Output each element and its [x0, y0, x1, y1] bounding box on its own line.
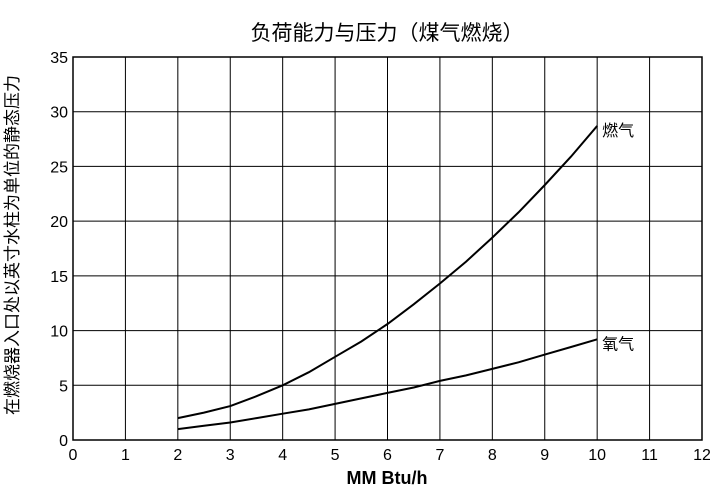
x-axis-label: MM Btu/h: [347, 468, 428, 488]
x-tick-label: 11: [641, 447, 658, 464]
x-tick-label: 3: [226, 447, 235, 464]
y-tick-label: 30: [50, 105, 68, 122]
series-label-1: 燃气: [602, 121, 634, 140]
x-tick-label: 9: [540, 447, 549, 464]
y-tick-label: 35: [50, 50, 68, 67]
series-label-background: [600, 333, 647, 356]
x-tick-label: 2: [173, 447, 182, 464]
x-axis-ticks: 0 1 2 3 4 5 6 7 8 9 10 11 12: [69, 447, 710, 464]
series-label-2: 氧气: [602, 334, 634, 353]
y-tick-label: 25: [50, 159, 68, 176]
x-tick-label: 1: [121, 447, 130, 464]
x-tick-label: 6: [383, 447, 392, 464]
x-tick-label: 10: [588, 447, 606, 464]
grid: [73, 57, 702, 440]
y-tick-label: 20: [50, 214, 68, 231]
plot-frame: [72, 56, 703, 441]
series-label-background: [600, 119, 647, 142]
series-line-2: [177, 338, 598, 431]
x-tick-label: 8: [488, 447, 497, 464]
x-tick-label: 7: [435, 447, 444, 464]
series-line-1: [177, 125, 598, 420]
y-tick-label: 15: [50, 269, 68, 286]
y-axis-label: 在燃烧器入口处以英寸水柱为单位的静态压力: [3, 75, 23, 415]
y-axis-ticks: 0 5 10 15 20 25 30 35: [50, 50, 68, 450]
y-tick-label: 5: [59, 378, 68, 395]
x-tick-label: 5: [331, 447, 340, 464]
x-tick-label: 12: [693, 447, 710, 464]
chart-title: 负荷能力与压力（煤气燃烧）: [251, 21, 524, 45]
y-tick-label: 0: [59, 433, 68, 450]
y-tick-label: 10: [50, 324, 68, 341]
x-tick-label: 0: [69, 447, 78, 464]
x-tick-label: 4: [278, 447, 287, 464]
